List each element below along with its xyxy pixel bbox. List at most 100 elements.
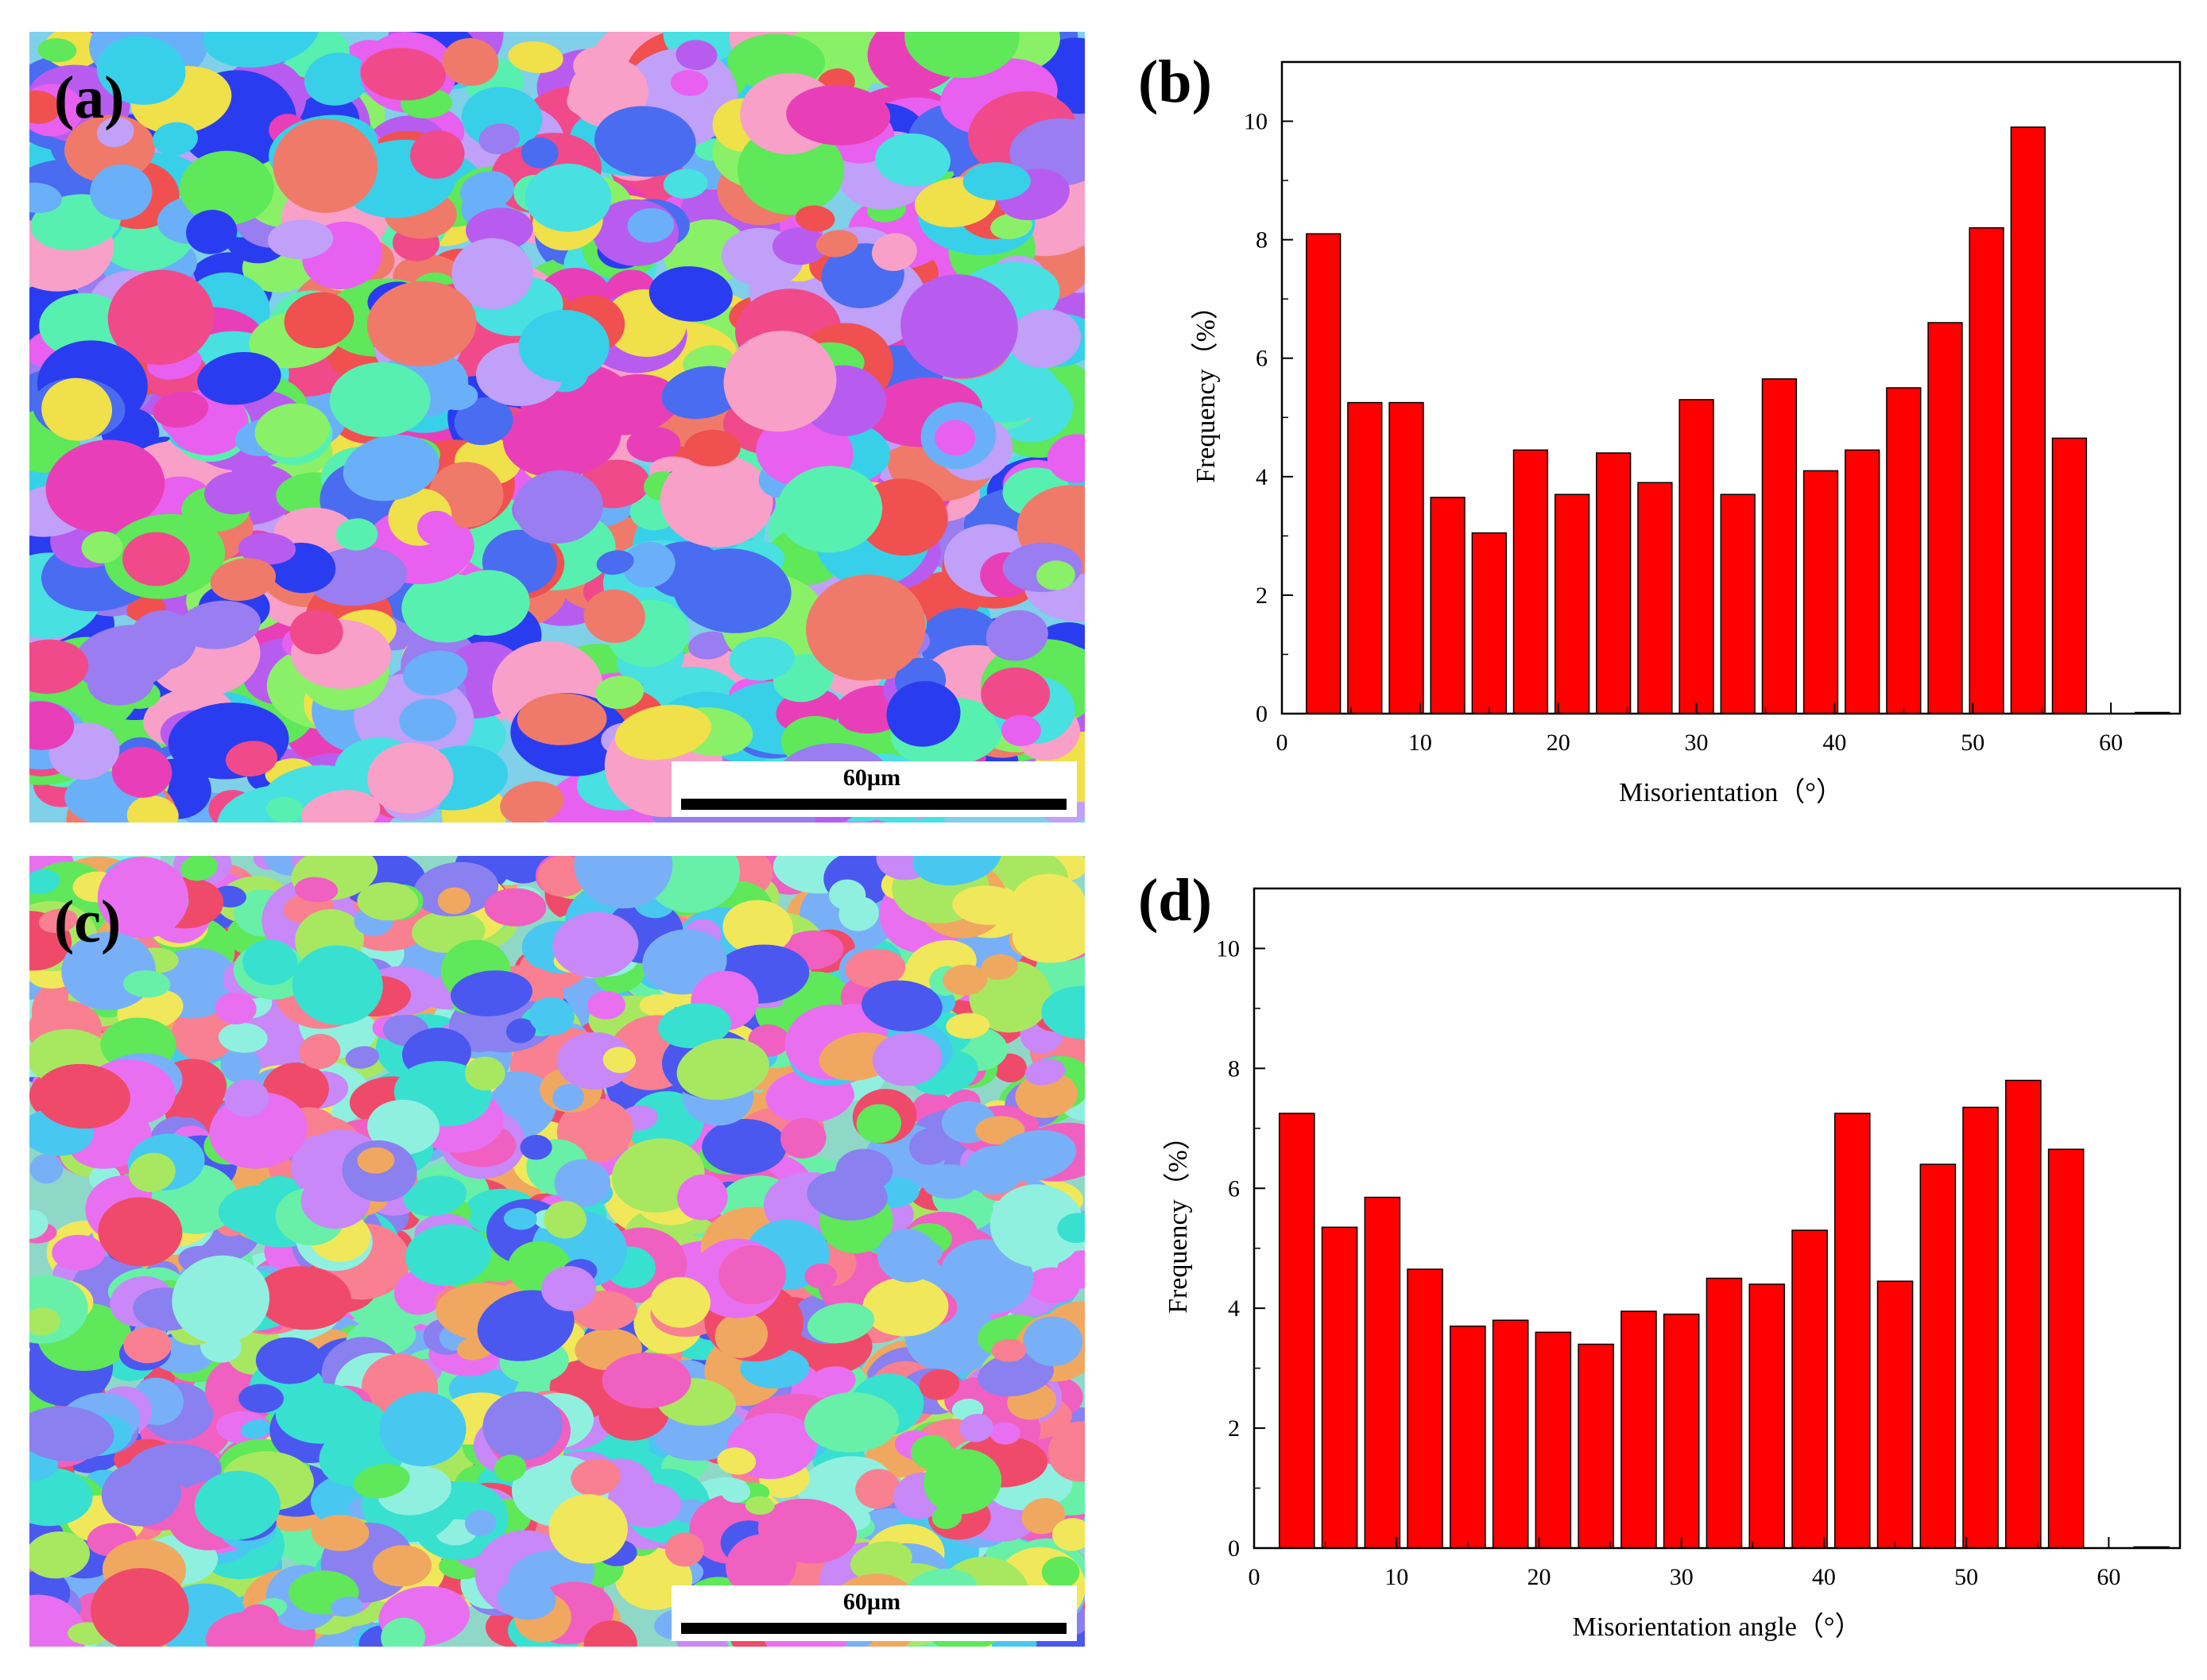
grain <box>367 742 454 814</box>
bar <box>1620 1310 1657 1549</box>
bar <box>1407 1268 1443 1549</box>
grain <box>1021 1498 1066 1535</box>
scale-bar-a-label: 60µm <box>843 765 900 791</box>
grain <box>284 292 354 349</box>
grain <box>541 1266 597 1311</box>
grain <box>583 1620 637 1647</box>
grain <box>676 1174 728 1221</box>
grain <box>875 133 951 187</box>
bar <box>1845 449 1880 714</box>
grain <box>299 1034 341 1070</box>
ebsd-map-a-grains <box>29 32 1085 823</box>
grain <box>90 164 153 220</box>
y-tick-label: 2 <box>1228 1415 1240 1442</box>
grain <box>658 1003 731 1048</box>
bar <box>1430 497 1466 714</box>
bar <box>2047 1148 2085 1549</box>
grain <box>403 1175 467 1217</box>
grain <box>872 1032 943 1086</box>
grain <box>919 1368 960 1400</box>
grain <box>503 1207 537 1230</box>
grain <box>218 1022 268 1053</box>
grain <box>399 699 457 742</box>
grain <box>908 1128 951 1166</box>
grain <box>952 885 1024 925</box>
grain <box>513 470 603 544</box>
grain <box>91 1568 189 1647</box>
bar <box>1388 401 1424 714</box>
grain <box>122 532 190 586</box>
grain <box>1024 1059 1066 1086</box>
scale-bar-c: 60µm <box>672 1585 1077 1641</box>
grain <box>977 1352 1055 1397</box>
y-tick-label: 4 <box>1228 1295 1240 1322</box>
grain <box>197 352 281 405</box>
x-tick-label: 40 <box>1822 730 1846 756</box>
grain <box>153 122 198 156</box>
grain <box>989 1184 1085 1268</box>
grain <box>402 650 468 696</box>
x-tick-label: 50 <box>1961 730 1984 756</box>
bar <box>1450 1326 1486 1549</box>
grain <box>172 1255 270 1344</box>
x-axis-label: Misorientation（°） <box>1619 777 1843 807</box>
x-tick-label: 40 <box>1812 1564 1836 1590</box>
grain <box>517 693 607 745</box>
grain <box>494 1454 527 1482</box>
grain <box>556 1032 633 1090</box>
grain <box>178 600 261 649</box>
grain <box>985 610 1048 661</box>
grain <box>602 1353 691 1409</box>
x-tick-label: 30 <box>1670 1564 1694 1590</box>
plot-frame <box>1253 887 2182 1550</box>
grain <box>29 90 61 124</box>
bar <box>1554 494 1590 714</box>
grain <box>729 637 796 681</box>
grain <box>459 171 515 211</box>
grain <box>29 869 60 895</box>
grain <box>962 162 1031 201</box>
bar <box>1663 1313 1700 1549</box>
bar <box>1678 399 1714 714</box>
bar <box>1706 1277 1743 1549</box>
grain <box>265 796 304 823</box>
grain <box>331 1597 363 1617</box>
grain <box>439 383 478 411</box>
bar <box>1492 1319 1529 1549</box>
grain <box>574 856 673 909</box>
grain <box>29 182 62 214</box>
bar <box>1886 387 1922 714</box>
grain <box>379 1392 467 1467</box>
bar <box>1962 1106 1999 1549</box>
grain <box>224 1079 269 1117</box>
bar <box>2005 1079 2042 1549</box>
grain <box>34 1063 130 1129</box>
grain <box>649 1276 710 1328</box>
grain <box>242 939 298 985</box>
grain <box>855 1469 900 1509</box>
y-tick-label: 2 <box>1256 583 1268 609</box>
scale-bar-a: 60µm <box>672 761 1077 817</box>
grain <box>405 1224 492 1286</box>
grain <box>776 466 883 553</box>
grain <box>1052 1518 1085 1551</box>
grain <box>829 879 866 911</box>
grain <box>29 1531 91 1579</box>
panel-label-c: (c) <box>54 888 121 955</box>
grain <box>96 36 186 105</box>
grain <box>335 518 378 551</box>
bar <box>1761 378 1798 714</box>
grain <box>807 1303 875 1344</box>
y-tick-label: 8 <box>1228 1055 1240 1082</box>
bar <box>2010 126 2046 714</box>
grain <box>417 510 457 546</box>
grain <box>220 1047 261 1084</box>
grain <box>203 32 319 68</box>
grain <box>111 746 172 798</box>
grain <box>661 366 745 420</box>
bar <box>1596 452 1632 714</box>
grain <box>45 439 165 533</box>
bar <box>1748 1283 1786 1549</box>
grain <box>38 908 78 934</box>
grain <box>518 310 610 382</box>
